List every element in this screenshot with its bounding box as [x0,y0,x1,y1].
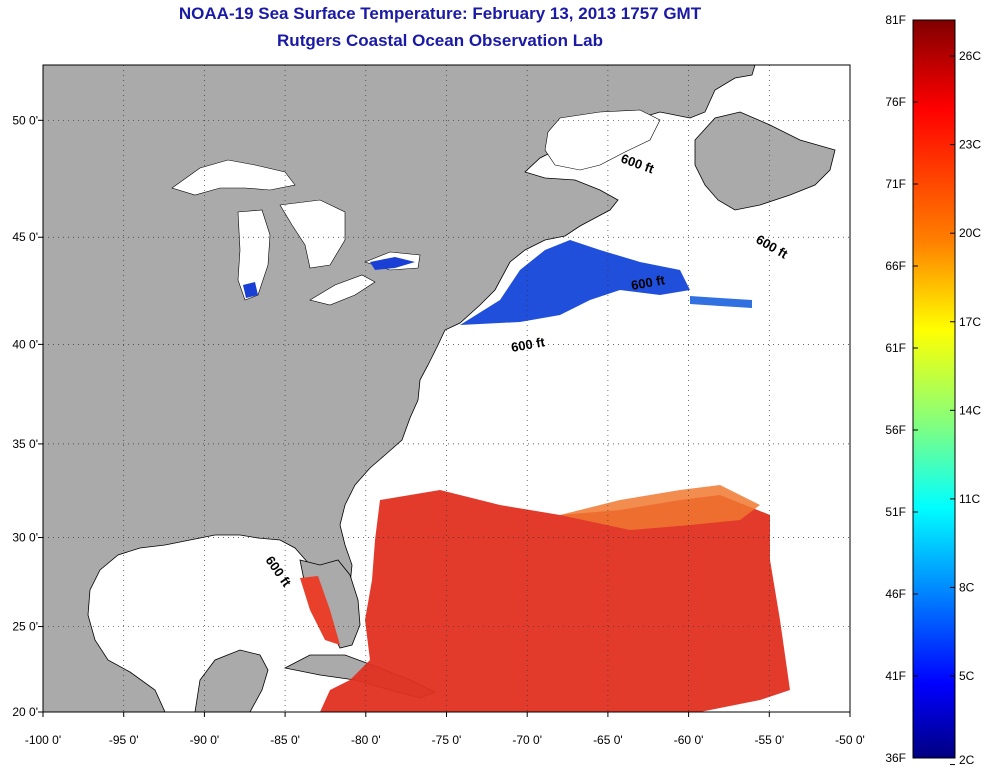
colorbar-fahrenheit-labels: 81F 76F 71F 66F 61F 56F 51F 46F 41F 36F [885,13,918,765]
colorbar-label-c: 2C [959,753,975,767]
colorbar-label-c: 14C [959,403,981,417]
land-yucatan [194,649,269,712]
sst-cold-lake-huron [370,257,415,270]
y-tick-label: 25 0' [12,620,38,634]
x-tick-label: -100 0' [25,733,61,747]
x-tick-label: -75 0' [432,733,462,747]
sst-cold-lake-michigan [243,282,258,298]
x-tick-label: -65 0' [593,733,623,747]
lake-huron [279,199,346,269]
sst-warm-region [320,490,790,712]
y-tick-label: 20 0' [12,705,38,719]
colorbar-label-c: 17C [959,315,981,329]
contour-label: 600 ft [510,334,547,355]
y-tick-label: 35 0' [12,437,38,451]
lake-erie [309,274,376,306]
map-subtitle: Rutgers Coastal Ocean Observation Lab [277,31,603,50]
colorbar-label-c: 26C [959,49,981,63]
y-axis-ticks: 50 0' 45 0' 40 0' 35 0' 30 0' 25 0' 20 0' [12,113,43,719]
gulf-st-lawrence [544,109,661,171]
colorbar-label-f: 61F [885,341,906,355]
colorbar-label-c: 5C [959,669,975,683]
colorbar-label-f: 71F [885,177,906,191]
colorbar-label-f: 76F [885,95,906,109]
x-tick-label: -95 0' [109,733,139,747]
colorbar [912,19,956,759]
x-tick-label: -60 0' [674,733,704,747]
x-tick-label: -90 0' [190,733,220,747]
sst-cold-gulf-maine [460,240,690,325]
colorbar-celsius-labels: 26C 23C 20C 17C 14C 11C 8C 5C 2C [950,49,981,767]
y-tick-label: 45 0' [12,230,38,244]
x-tick-label: -50 0' [835,733,865,747]
sst-cold-stream [690,296,752,308]
land-newfoundland [694,111,836,211]
y-tick-label: 30 0' [12,531,38,545]
colorbar-label-f: 66F [885,259,906,273]
map-title: NOAA-19 Sea Surface Temperature: Februar… [178,4,702,23]
sst-orange-band [560,485,760,530]
colorbar-label-c: 8C [959,580,975,594]
lake-superior [171,159,296,196]
y-tick-label: 40 0' [12,337,38,351]
x-tick-label: -80 0' [351,733,381,747]
colorbar-label-f: 51F [885,505,906,519]
x-tick-label: -70 0' [512,733,542,747]
contour-label: 600 ft [630,272,667,293]
colorbar-label-c: 11C [959,492,980,506]
sst-florida-coast [300,576,340,645]
colorbar-label-f: 56F [885,423,906,437]
colorbar-label-f: 81F [885,13,906,27]
x-tick-label: -55 0' [754,733,784,747]
colorbar-label-f: 41F [885,669,906,683]
colorbar-label-c: 23C [959,138,981,152]
sst-overlay [243,240,790,712]
colorbar-label-f: 36F [885,751,906,765]
colorbar-label-c: 20C [959,226,981,240]
colorbar-label-f: 46F [885,587,906,601]
y-tick-label: 50 0' [12,113,38,127]
x-axis-ticks: -100 0' -95 0' -90 0' -85 0' -80 0' -75 0' -70… [25,712,865,747]
x-tick-label: -85 0' [270,733,300,747]
